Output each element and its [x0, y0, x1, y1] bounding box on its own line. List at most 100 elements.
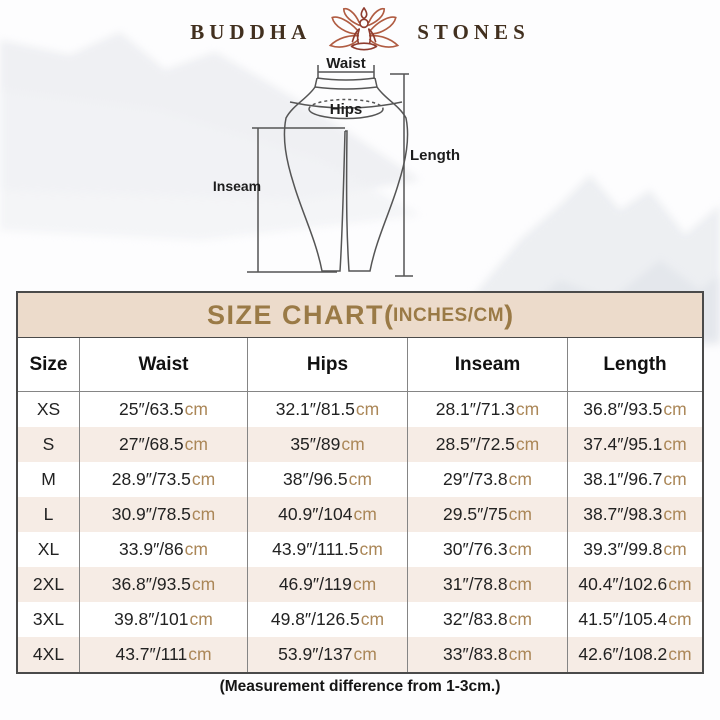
inseam-value: 33″/83.8 cm	[408, 637, 568, 672]
waist-value: 36.8″/93.5 cm	[80, 567, 248, 602]
unit-cm: cm	[191, 469, 216, 489]
unit-cm: cm	[191, 504, 216, 524]
inseam-value: 29.5″/75 cm	[408, 497, 568, 532]
unit-cm: cm	[191, 574, 216, 594]
inseam-value: 31″/78.8 cm	[408, 567, 568, 602]
length-value: 40.4″/102.6 cm	[578, 574, 692, 594]
unit-cm: cm	[508, 609, 532, 629]
inseam-value: 32″/83.8 cm	[408, 602, 568, 637]
size-label: XS	[18, 392, 80, 427]
unit-cm: cm	[508, 469, 532, 489]
unit-cm: cm	[341, 434, 365, 454]
unit-cm: cm	[663, 539, 687, 559]
unit-cm: cm	[184, 434, 208, 454]
size-label: M	[18, 462, 80, 497]
unit-cm: cm	[189, 609, 213, 629]
lotus-meditation-icon	[329, 7, 400, 51]
length-value: 41.5″/105.4 cm	[578, 609, 692, 629]
column-header-hips: Hips	[248, 338, 408, 391]
unit-cm: cm	[663, 434, 687, 454]
unit-cm: cm	[353, 504, 377, 524]
table-row-xl: XL 33.9″/86 cm 43.9″/111.5 cm 30″/76.3 cm 3…	[18, 532, 702, 567]
waist-value: 25″/63.5 cm	[80, 392, 248, 427]
length-value: 42.6″/108.2 cm	[578, 644, 692, 664]
hips-value: 43.9″/111.5 cm	[248, 532, 408, 567]
unit-cm: cm	[508, 574, 532, 594]
length-value: 37.4″/95.1 cm	[583, 434, 687, 454]
size-chart-table: SIZE CHART(INCHES/CM) Size Waist Hips In…	[16, 291, 704, 674]
unit-cm: cm	[668, 609, 692, 629]
column-header-length: Length	[603, 353, 667, 375]
unit-cm: cm	[355, 399, 380, 419]
unit-cm: cm	[668, 644, 692, 664]
unit-cm: cm	[508, 504, 532, 524]
size-chart-title-band: SIZE CHART(INCHES/CM)	[18, 293, 702, 338]
hips-value: 49.8″/126.5 cm	[248, 602, 408, 637]
length-label: Length	[410, 147, 460, 164]
length-value: 38.7″/98.3 cm	[583, 504, 687, 524]
unit-cm: cm	[353, 644, 377, 664]
column-header-waist: Waist	[80, 338, 248, 391]
waist-label: Waist	[326, 55, 365, 72]
length-value: 38.1″/96.7 cm	[583, 469, 687, 489]
leggings-measurement-diagram: Waist Hips Inseam Length	[190, 50, 490, 296]
unit-cm: cm	[508, 644, 532, 664]
inseam-value: 29″/73.8 cm	[408, 462, 568, 497]
hips-value: 46.9″/119 cm	[248, 567, 408, 602]
unit-cm: cm	[184, 539, 208, 559]
hips-label: Hips	[330, 101, 363, 118]
unit-cm: cm	[515, 434, 540, 454]
unit-cm: cm	[360, 609, 385, 629]
brand-name-left: BUDDHA	[190, 19, 312, 44]
unit-cm: cm	[668, 574, 692, 594]
unit-cm: cm	[359, 539, 383, 559]
size-label: L	[18, 497, 80, 532]
waist-value: 28.9″/73.5 cm	[80, 462, 248, 497]
table-row-3xl: 3XL 39.8″/101 cm 49.8″/126.5 cm 32″/83.8 cm…	[18, 602, 702, 637]
length-value: 39.3″/99.8 cm	[583, 539, 687, 559]
table-row-2xl: 2XL 36.8″/93.5 cm 46.9″/119 cm 31″/78.8 cm …	[18, 567, 702, 602]
column-header-inseam: Inseam	[408, 338, 568, 391]
waist-value: 30.9″/78.5 cm	[80, 497, 248, 532]
hips-value: 38″/96.5 cm	[248, 462, 408, 497]
hips-value: 35″/89 cm	[248, 427, 408, 462]
title-paren-close: )	[504, 299, 514, 330]
size-chart-title: SIZE CHART	[206, 299, 384, 330]
table-row-s: S 27″/68.5 cm 35″/89 cm 28.5″/72.5 cm 37.4″…	[18, 427, 702, 462]
title-paren-open: (	[383, 299, 393, 330]
table-row-m: M 28.9″/73.5 cm 38″/96.5 cm 29″/73.8 cm 38.…	[18, 462, 702, 497]
waist-value: 43.7″/111 cm	[80, 637, 248, 672]
brand-header: BUDDHA STONES	[0, 6, 720, 58]
unit-cm: cm	[348, 469, 372, 489]
table-row-4xl: 4XL 43.7″/111 cm 53.9″/137 cm 33″/83.8 cm 4…	[18, 637, 702, 672]
size-label: 3XL	[18, 602, 80, 637]
table-row-l: L 30.9″/78.5 cm 40.9″/104 cm 29.5″/75 cm 38…	[18, 497, 702, 532]
unit-cm: cm	[663, 469, 687, 489]
waist-value: 39.8″/101 cm	[80, 602, 248, 637]
table-header-row: Size Waist Hips Inseam Length	[18, 338, 702, 392]
unit-cm: cm	[184, 399, 208, 419]
size-label: S	[18, 427, 80, 462]
inseam-label: Inseam	[213, 178, 261, 194]
title-units-label: INCHES/CM	[392, 305, 505, 326]
unit-cm: cm	[508, 539, 532, 559]
measurement-tolerance-note: (Measurement difference from 1-3cm.)	[219, 678, 501, 695]
unit-cm: cm	[188, 644, 212, 664]
inseam-value: 30″/76.3 cm	[408, 532, 568, 567]
brand-name-right: STONES	[417, 19, 530, 44]
waist-value: 27″/68.5 cm	[80, 427, 248, 462]
inseam-value: 28.5″/72.5 cm	[408, 427, 568, 462]
hips-value: 40.9″/104 cm	[248, 497, 408, 532]
length-value: 36.8″/93.5 cm	[583, 399, 687, 419]
unit-cm: cm	[352, 574, 377, 594]
size-label: 2XL	[18, 567, 80, 602]
size-label: 4XL	[18, 637, 80, 672]
column-header-size: Size	[18, 338, 80, 391]
size-label: XL	[18, 532, 80, 567]
waist-value: 33.9″/86 cm	[80, 532, 248, 567]
unit-cm: cm	[663, 504, 687, 524]
hips-value: 32.1″/81.5 cm	[248, 392, 408, 427]
unit-cm: cm	[663, 399, 687, 419]
table-row-xs: XS 25″/63.5 cm 32.1″/81.5 cm 28.1″/71.3 cm …	[18, 392, 702, 427]
hips-value: 53.9″/137 cm	[248, 637, 408, 672]
